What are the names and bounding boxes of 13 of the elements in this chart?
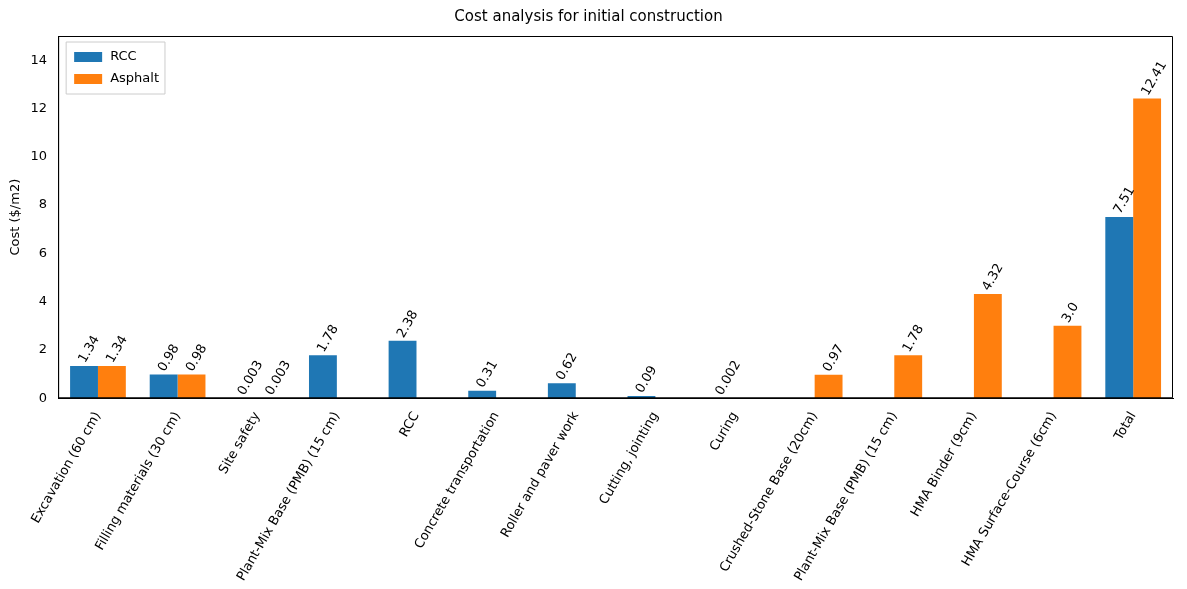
legend-label: RCC bbox=[110, 48, 137, 64]
y-tick-label: 2 bbox=[38, 341, 48, 357]
legend-label: Asphalt bbox=[110, 70, 159, 86]
chart-title: Cost analysis for initial construction bbox=[454, 6, 723, 25]
y-tick-label: 0 bbox=[38, 389, 48, 405]
y-tick-label: 12 bbox=[30, 99, 48, 115]
y-tick-label: 8 bbox=[38, 196, 48, 212]
data-label: 3.0 bbox=[1058, 299, 1082, 325]
y-tick-label: 6 bbox=[38, 244, 48, 260]
y-axis-title: Cost ($/m2) bbox=[7, 178, 23, 256]
y-tick-label: 10 bbox=[30, 148, 48, 164]
y-tick-label: 14 bbox=[30, 51, 48, 67]
y-tick-label: 4 bbox=[38, 293, 48, 309]
